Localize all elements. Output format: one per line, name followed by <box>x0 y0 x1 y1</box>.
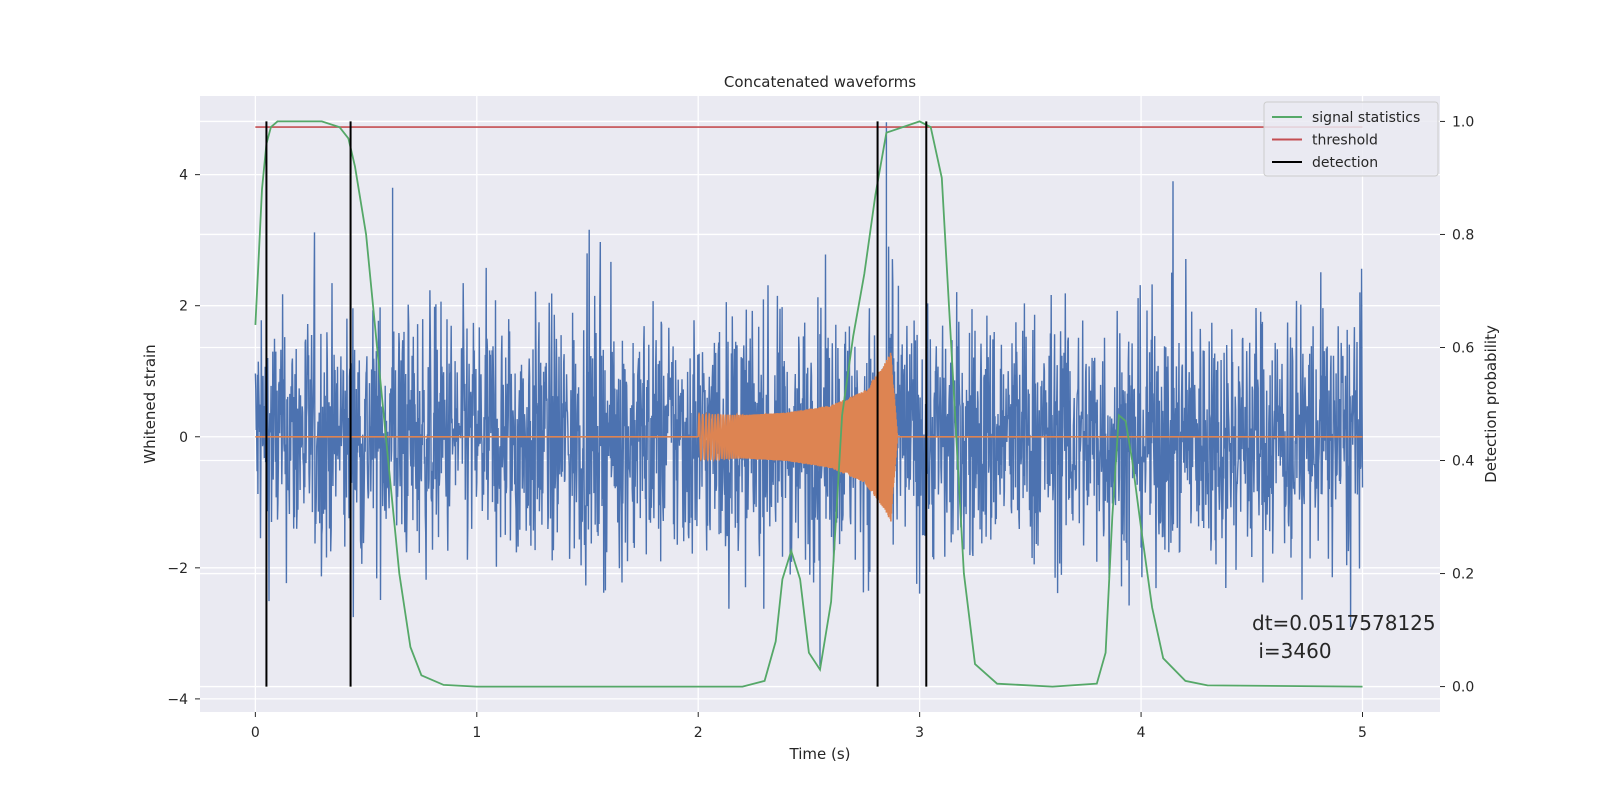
annotation-text: dt=0.0517578125 i=3460 <box>1252 611 1436 663</box>
y-tick-label-left: 4 <box>179 168 188 184</box>
y-tick-label-left: 2 <box>179 299 188 315</box>
x-tick-label: 3 <box>915 725 924 741</box>
annotation-line: dt=0.0517578125 <box>1252 611 1436 635</box>
chart-title: Concatenated waveforms <box>724 73 916 91</box>
legend: signal statistics threshold detection <box>1263 101 1439 177</box>
y-tick-label-right: 0.2 <box>1452 567 1474 583</box>
legend-box <box>1263 101 1439 177</box>
y-tick-label-right: 0.6 <box>1452 340 1474 356</box>
y-tick-label-left: −4 <box>167 692 188 708</box>
y-tick-label-right: 0.0 <box>1452 680 1474 696</box>
legend-label: detection <box>1312 155 1378 171</box>
y-axis-label-left: Whitened strain <box>141 344 159 463</box>
y-tick-label-right: 0.4 <box>1452 454 1474 470</box>
plot-area <box>254 120 1364 688</box>
x-tick-label: 4 <box>1137 725 1146 741</box>
y-tick-label-right: 1.0 <box>1452 114 1474 130</box>
y-tick-label-right: 0.8 <box>1452 227 1474 243</box>
legend-label: signal statistics <box>1312 110 1420 126</box>
x-tick-label: 2 <box>694 725 703 741</box>
legend-label: threshold <box>1312 133 1378 149</box>
annotation-line: i=3460 <box>1252 639 1332 663</box>
axes: 0 1 2 3 4 5 −4 −2 0 2 4 0.0 0.2 0.4 0.6 0.8 1.0 <box>167 114 1474 741</box>
y-tick-label-left: −2 <box>167 561 188 577</box>
y-axis-label-right: Detection probability <box>1482 325 1500 483</box>
x-axis-label: Time (s) <box>789 745 851 763</box>
x-tick-label: 0 <box>251 725 260 741</box>
x-tick-label: 5 <box>1358 725 1367 741</box>
chirp-series-line <box>255 352 1363 522</box>
signal-statistics-line <box>254 120 1363 688</box>
y-tick-label-left: 0 <box>179 430 188 446</box>
x-tick-label: 1 <box>472 725 481 741</box>
